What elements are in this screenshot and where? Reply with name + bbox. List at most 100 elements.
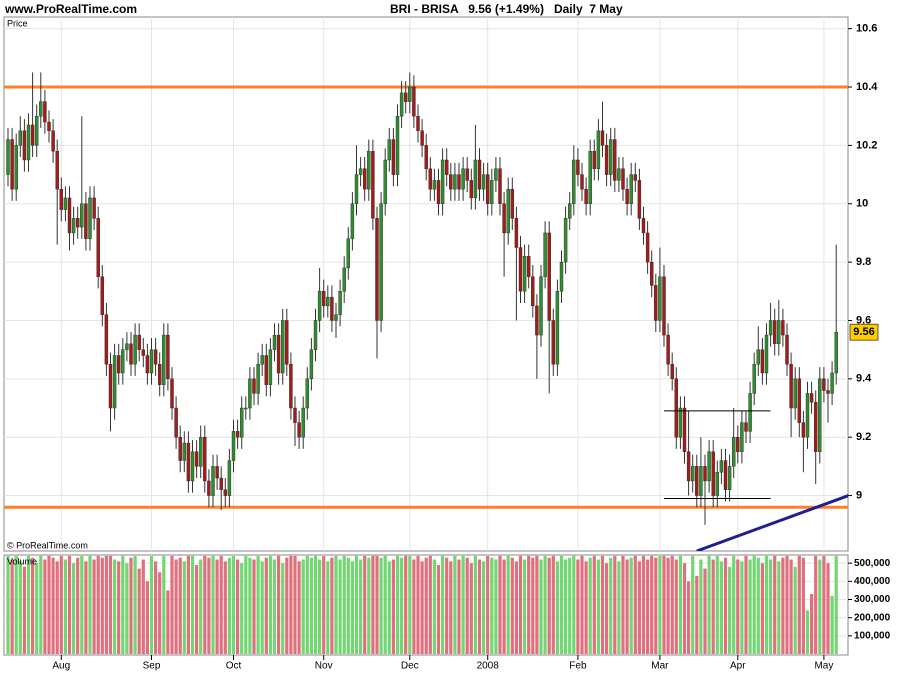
candle-body: [539, 276, 543, 336]
candle-body: [157, 364, 162, 385]
volume-bar: [256, 555, 260, 654]
candle-body: [449, 174, 453, 190]
volume-bar: [605, 563, 609, 654]
candle-body: [670, 364, 674, 380]
annotations: [664, 410, 848, 551]
volume-bar: [412, 559, 416, 654]
volume-bar: [342, 555, 346, 654]
volume-bar: [289, 555, 293, 654]
last-price-label: 9.56: [853, 326, 874, 338]
candle-body: [469, 180, 473, 199]
volume-bar: [428, 555, 432, 654]
volume-bar: [453, 555, 457, 654]
candle-body: [182, 442, 187, 461]
volume-bar: [613, 555, 617, 654]
volume-bar: [219, 555, 223, 654]
x-tick-label: Feb: [569, 661, 587, 672]
candle-body: [551, 320, 555, 365]
candle-body: [75, 218, 80, 228]
x-tick-label: Oct: [226, 661, 242, 672]
candle-body: [350, 203, 355, 239]
volume-bar: [313, 555, 318, 654]
candle-body: [531, 276, 535, 307]
candle-body: [621, 168, 625, 190]
candle-body: [186, 442, 191, 482]
volume-bar: [88, 555, 92, 654]
candle-body: [215, 466, 219, 479]
candle-body: [313, 320, 318, 350]
volume-bar: [547, 557, 551, 654]
volume-bar: [555, 561, 559, 654]
volume-bar: [801, 557, 805, 654]
candle-body: [26, 124, 31, 161]
candle-body: [416, 116, 420, 132]
candle-body: [477, 159, 482, 190]
candle-body: [736, 436, 740, 452]
y-tick-label: 10.4: [856, 81, 878, 93]
candle-body: [629, 174, 633, 204]
volume-bar: [535, 555, 539, 654]
volume-bar: [621, 555, 625, 654]
volume-bar: [10, 559, 14, 654]
candle-body: [543, 232, 547, 277]
candle-body: [194, 451, 199, 467]
candle-body: [22, 130, 27, 161]
volume-bar: [129, 557, 133, 654]
volume-bar: [359, 559, 363, 654]
volume-bar: [248, 557, 252, 654]
candle-body: [141, 349, 146, 356]
candle-body: [600, 130, 605, 146]
volume-bar: [301, 559, 305, 654]
volume-bar: [375, 555, 379, 654]
candle-body: [432, 180, 437, 190]
candle-body: [231, 431, 236, 461]
volume-bar: [490, 557, 494, 654]
last-price-tag: [849, 323, 879, 341]
candle-body: [490, 180, 494, 204]
volume-bar: [436, 564, 441, 654]
candle-body: [309, 349, 314, 380]
candle-body: [588, 151, 592, 204]
volume-bar: [650, 555, 654, 654]
volume-bar: [354, 555, 359, 654]
candle-body: [768, 320, 773, 336]
volume-bar: [330, 557, 334, 654]
candle-body: [793, 378, 797, 409]
candle-body: [39, 101, 43, 117]
candle-body: [235, 431, 240, 438]
candle-body: [674, 378, 678, 438]
volume-bar: [568, 557, 572, 654]
volume-bar: [223, 561, 227, 654]
volume-bar: [457, 559, 461, 654]
candle-body: [170, 378, 174, 409]
volume-bar: [502, 559, 506, 654]
volume-bar: [781, 557, 785, 654]
candle-body: [203, 436, 207, 482]
candle-body: [707, 451, 711, 482]
candle-body: [781, 320, 785, 336]
x-tick-label: Apr: [730, 661, 746, 672]
volume-bar: [432, 559, 436, 654]
volume-bar: [22, 566, 26, 654]
volume-bar: [699, 559, 703, 654]
volume-bar: [39, 555, 43, 654]
candle-body: [510, 188, 514, 219]
candle-body: [149, 349, 154, 374]
volume-bar: [260, 561, 264, 654]
candle-body: [297, 422, 301, 438]
chart-title: BRI - BRISA 9.56 (+1.49%) Daily 7 May: [390, 2, 623, 16]
volume-bar: [293, 555, 297, 654]
volume-bar: [629, 557, 633, 654]
x-tick-label: Nov: [315, 661, 333, 672]
candle-body: [814, 401, 818, 452]
volume-bar: [441, 555, 445, 654]
volume-bar: [158, 572, 162, 654]
volume-bar: [14, 555, 18, 654]
candle-body: [63, 197, 68, 210]
volume-bar: [564, 559, 568, 654]
candle-body: [133, 334, 137, 365]
candle-body: [834, 331, 838, 374]
volume-bar: [31, 557, 35, 654]
volume-bar: [814, 555, 818, 654]
price-panel: [3, 16, 849, 552]
